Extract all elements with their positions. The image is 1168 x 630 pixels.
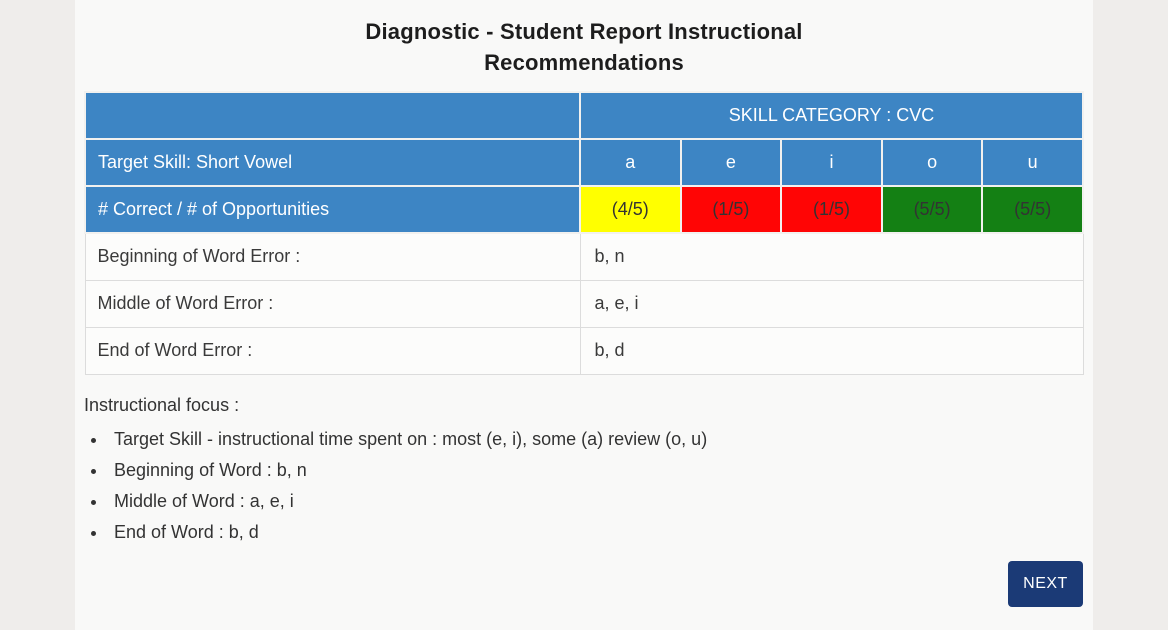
middle-error-value: a, e, i bbox=[579, 279, 1084, 328]
focus-item-end: End of Word : b, d bbox=[108, 517, 1093, 548]
middle-error-label: Middle of Word Error : bbox=[84, 279, 581, 328]
vowel-header-o: o bbox=[880, 138, 984, 187]
next-button[interactable]: NEXT bbox=[1008, 561, 1083, 607]
score-row-label: # Correct / # of Opportunities bbox=[84, 185, 581, 234]
skill-category-header: SKILL CATEGORY : CVC bbox=[579, 91, 1084, 140]
end-error-label: End of Word Error : bbox=[84, 326, 581, 375]
diagnostic-table: SKILL CATEGORY : CVC Target Skill: Short… bbox=[84, 91, 1084, 375]
target-skill-label: Target Skill: Short Vowel bbox=[84, 138, 581, 187]
focus-item-middle: Middle of Word : a, e, i bbox=[108, 486, 1093, 517]
page-title: Diagnostic - Student Report Instructiona… bbox=[365, 19, 803, 75]
table-row-beginning-error: Beginning of Word Error : b, n bbox=[84, 232, 1084, 281]
score-cell-o: (5/5) bbox=[880, 185, 984, 234]
instructional-focus-list: Target Skill - instructional time spent … bbox=[84, 424, 1093, 548]
vowel-header-u: u bbox=[981, 138, 1084, 187]
report-panel: Diagnostic - Student Report Instructiona… bbox=[75, 0, 1093, 630]
table-row-target-skill: Target Skill: Short Vowel a e i o u bbox=[84, 138, 1084, 187]
beginning-error-label: Beginning of Word Error : bbox=[84, 232, 581, 281]
score-cell-a: (4/5) bbox=[579, 185, 682, 234]
table-row-scores: # Correct / # of Opportunities (4/5) (1/… bbox=[84, 185, 1084, 234]
empty-header-cell bbox=[84, 91, 581, 140]
table-row-end-error: End of Word Error : b, d bbox=[84, 326, 1084, 375]
end-error-value: b, d bbox=[579, 326, 1084, 375]
vowel-header-i: i bbox=[780, 138, 883, 187]
instructional-focus-heading: Instructional focus : bbox=[84, 394, 240, 415]
score-cell-u: (5/5) bbox=[981, 185, 1084, 234]
instructional-focus-section: Instructional focus : Target Skill - ins… bbox=[84, 393, 1093, 548]
focus-item-beginning: Beginning of Word : b, n bbox=[108, 455, 1093, 486]
table-row-skill-category: SKILL CATEGORY : CVC bbox=[84, 91, 1084, 140]
beginning-error-value: b, n bbox=[579, 232, 1084, 281]
score-cell-i: (1/5) bbox=[780, 185, 883, 234]
vowel-header-e: e bbox=[679, 138, 783, 187]
vowel-header-a: a bbox=[579, 138, 682, 187]
focus-item-target-skill: Target Skill - instructional time spent … bbox=[108, 424, 1093, 455]
score-cell-e: (1/5) bbox=[679, 185, 783, 234]
table-row-middle-error: Middle of Word Error : a, e, i bbox=[84, 279, 1084, 328]
